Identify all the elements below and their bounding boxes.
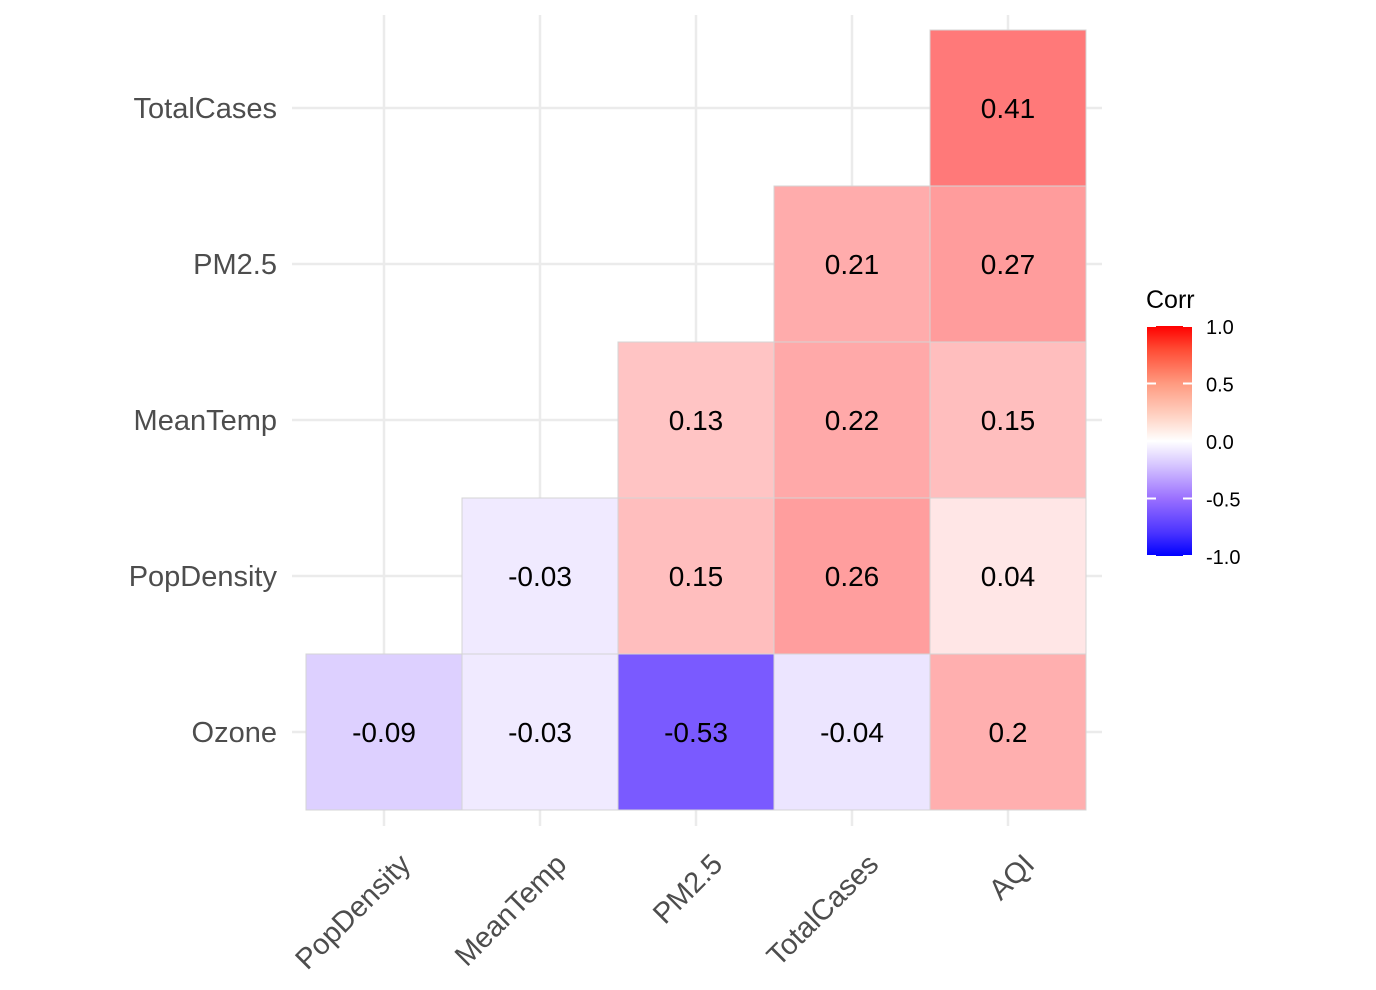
heatmap-cell — [773, 497, 931, 655]
legend-tick-label: 0.0 — [1206, 432, 1234, 454]
heatmap-cell — [461, 497, 619, 655]
cell-value-labels: -0.09 -0.03 -0.53 -0.04 0.2 -0.03 0.15 0.26 0.04… — [352, 93, 1035, 748]
y-tick-label: TotalCases — [134, 93, 277, 125]
cell-value-label: 0.27 — [981, 249, 1036, 280]
y-axis: Ozone PopDensity MeanTemp PM2.5 TotalCases — [129, 93, 278, 749]
legend-tick-label: 0.5 — [1206, 375, 1234, 397]
y-tick-label: MeanTemp — [134, 405, 277, 437]
cell-value-label: 0.22 — [825, 405, 880, 436]
legend-tick-label: 1.0 — [1206, 317, 1234, 339]
legend-title: Corr — [1146, 286, 1195, 314]
heatmap-cell — [929, 29, 1087, 187]
x-tick-label: PopDensity — [290, 848, 418, 976]
cell-value-label: 0.26 — [825, 561, 880, 592]
cell-value-label: 0.2 — [989, 717, 1028, 748]
heatmap-cell — [461, 653, 619, 811]
heatmap-cell — [773, 185, 931, 343]
y-tick-label: PM2.5 — [193, 249, 277, 281]
cell-value-label: 0.15 — [669, 561, 724, 592]
color-legend: Corr 1.0 0.5 0.0 -0.5 -1.0 — [1146, 286, 1240, 569]
heatmap-cell — [617, 341, 775, 499]
cell-value-label: -0.04 — [820, 717, 884, 748]
heatmap-cell — [305, 653, 463, 811]
cell-value-label: 0.15 — [981, 405, 1036, 436]
heatmap-cells — [305, 29, 1087, 811]
x-tick-label: MeanTemp — [449, 848, 573, 972]
legend-tick-label: -1.0 — [1206, 547, 1240, 569]
cell-value-label: -0.03 — [508, 561, 572, 592]
cell-value-label: 0.21 — [825, 249, 880, 280]
x-tick-label: PM2.5 — [647, 848, 729, 930]
heatmap-cell — [929, 653, 1087, 811]
cell-value-label: 0.13 — [669, 405, 724, 436]
heatmap-cell — [929, 341, 1087, 499]
x-tick-label: TotalCases — [761, 848, 885, 972]
cell-value-label: -0.03 — [508, 717, 572, 748]
x-axis: PopDensity MeanTemp PM2.5 TotalCases AQI — [290, 848, 1042, 976]
y-tick-label: PopDensity — [129, 561, 278, 593]
x-tick-label: AQI — [983, 848, 1041, 906]
heatmap-cell — [773, 341, 931, 499]
heatmap-cell — [617, 653, 775, 811]
cell-value-label: -0.09 — [352, 717, 416, 748]
heatmap-cell — [929, 497, 1087, 655]
cell-value-label: -0.53 — [664, 717, 728, 748]
cell-value-label: 0.41 — [981, 93, 1036, 124]
heatmap-cell — [617, 497, 775, 655]
heatmap-cell — [773, 653, 931, 811]
cell-value-label: 0.04 — [981, 561, 1036, 592]
y-tick-label: Ozone — [192, 717, 277, 749]
legend-tick-label: -0.5 — [1206, 490, 1240, 512]
